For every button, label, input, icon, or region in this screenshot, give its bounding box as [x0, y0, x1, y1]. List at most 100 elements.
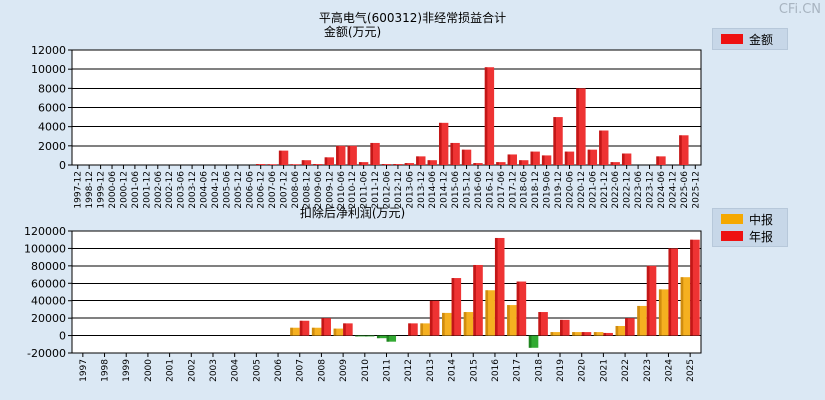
chart2-bar-interim [463, 312, 474, 336]
chart2-bar-annual [690, 239, 700, 336]
chart2-bar-interim-shade [615, 325, 619, 336]
chart1-xtick-label: 2021-06 [588, 171, 598, 209]
chart2-bar-interim [528, 335, 539, 348]
chart1-xtick-label: 2001-06 [131, 171, 141, 209]
chart2-bar-interim-shade [550, 332, 554, 336]
chart1-xtick-label: 2020-12 [577, 171, 587, 209]
chart1-xtick-label: 2008-12 [302, 171, 312, 209]
chart1-bar-shade [450, 142, 454, 165]
chart2-bar-annual [625, 318, 635, 336]
chart1-xtick-label: 2018-06 [520, 171, 530, 209]
chart2-xtick-label: 2000 [144, 359, 154, 382]
chart1-xtick-label: 2021-12 [600, 171, 610, 209]
chart1-xtick-label: 2018-12 [531, 171, 541, 209]
chart2-bar-annual-shade [408, 323, 411, 336]
chart2-xtick-label: 2009 [339, 359, 349, 382]
chart2-bar-annual-shade [429, 300, 433, 336]
chart1-xtick-label: 2013-06 [405, 171, 415, 209]
chart1-xtick-label: 2014-06 [428, 171, 438, 209]
chart1-bar-shade [484, 67, 488, 165]
chart2-xtick-label: 2017 [513, 359, 523, 382]
chart1-bar [301, 160, 312, 165]
chart2-bar-annual [408, 323, 418, 336]
chart2-bar-interim [442, 312, 452, 336]
chart2-ytick-label: 40000 [31, 295, 66, 308]
legend-label-amount: 金额 [749, 32, 774, 47]
chart2-bar-annual-shade [668, 248, 672, 336]
chart1-xtick-label: 2016-06 [474, 171, 484, 209]
chart1-bar-shade [313, 164, 316, 165]
chart2-ytick-label: -20000 [27, 347, 66, 360]
legend-label-annual: 年报 [749, 229, 774, 244]
chart1-xtick-label: 2022-12 [623, 171, 633, 209]
chart1-bar [381, 164, 392, 165]
chart1-bar-shade [599, 130, 602, 165]
chart1-bar [496, 162, 506, 165]
chart2-bar-annual [364, 335, 375, 337]
chart1-bar [621, 153, 632, 165]
chart2-legend: 中报 年报 [712, 208, 788, 247]
chart1-ytick-label: 4000 [38, 121, 66, 134]
chart1-xtick-label: 2011-12 [371, 171, 381, 209]
chart2-bar-annual [538, 312, 548, 336]
chart1-xtick-label: 2004-06 [200, 171, 210, 209]
chart1-xtick-label: 2008-06 [291, 171, 301, 209]
chart1-xtick-label: 2024-06 [657, 171, 667, 209]
chart1-xtick-label: 2000-12 [119, 171, 129, 209]
chart1-xtick-label: 2005-12 [234, 171, 244, 209]
chart1-xtick-label: 2011-06 [360, 171, 370, 209]
chart1-xtick-label: 2009-12 [325, 171, 335, 209]
chart2-xtick-label: 2007 [296, 359, 306, 382]
chart2-bar-interim-shade [355, 335, 358, 337]
chart2-bar-interim [420, 323, 430, 336]
chart1-bar-shade [679, 135, 682, 165]
chart1-xtick-label: 2023-12 [646, 171, 656, 209]
chart1-bar [438, 122, 449, 165]
chart1-bar-shade [564, 151, 568, 165]
chart2-bar-interim-shade [485, 290, 489, 336]
chart1-xtick-label: 1997-12 [74, 171, 84, 209]
chart2-xtick-label: 2006 [274, 359, 284, 382]
chart2-xtick-label: 2013 [426, 359, 436, 382]
chart2-bar-annual-shade [603, 332, 607, 336]
chart2-bar-annual [560, 319, 570, 336]
legend-swatch-annual [721, 231, 743, 241]
chart1-bar-shade [381, 164, 385, 165]
legend-swatch-amount [721, 34, 743, 44]
chart1-ytick-label: 0 [59, 159, 66, 172]
chart2-bar-interim [507, 305, 517, 336]
chart1-bar-shade [427, 160, 431, 165]
chart1-bar [473, 163, 483, 165]
chart2-bar-annual [494, 237, 505, 336]
chart1-bar-shade [267, 164, 271, 165]
chart1-bar-shade [496, 162, 499, 165]
chart1-ytick-label: 12000 [31, 44, 66, 57]
chart2-bar-annual [581, 332, 592, 336]
chart1-xtick-label: 2002-06 [154, 171, 164, 209]
chart2-bar-annual-shade [646, 265, 650, 336]
chart1-bar [679, 135, 689, 165]
chart1-bar-shade [290, 164, 293, 165]
chart1-bar [313, 164, 323, 165]
chart1-xtick-label: 2015-06 [451, 171, 461, 209]
legend-item-annual: 年报 [713, 229, 787, 244]
chart2-bar-annual-shade [451, 278, 455, 336]
chart1-xtick-label: 2006-06 [245, 171, 255, 209]
chart1-bar-shade [473, 163, 476, 165]
chart2-bar-interim-shade [658, 289, 662, 336]
chart2-ytick-label: 100000 [24, 242, 66, 255]
chart1-xtick-label: 2025-06 [680, 171, 690, 209]
chart1-xtick-label: 2007-06 [268, 171, 278, 209]
chart2-xtick-label: 2020 [578, 359, 588, 382]
chart1-xtick-label: 2001-12 [142, 171, 152, 209]
chart1-xtick-label: 2016-12 [485, 171, 495, 209]
chart2-xtick-label: 2005 [252, 359, 262, 382]
chart2-xtick-label: 2012 [404, 359, 414, 382]
chart1-ytick-label: 8000 [38, 82, 66, 95]
chart2-bar-annual-shade [473, 264, 476, 336]
chart1-bar-shade [507, 154, 511, 165]
chart1-bar-shade [416, 156, 419, 165]
chart1-bar [507, 154, 517, 165]
chart1-xtick-label: 2019-12 [554, 171, 564, 209]
